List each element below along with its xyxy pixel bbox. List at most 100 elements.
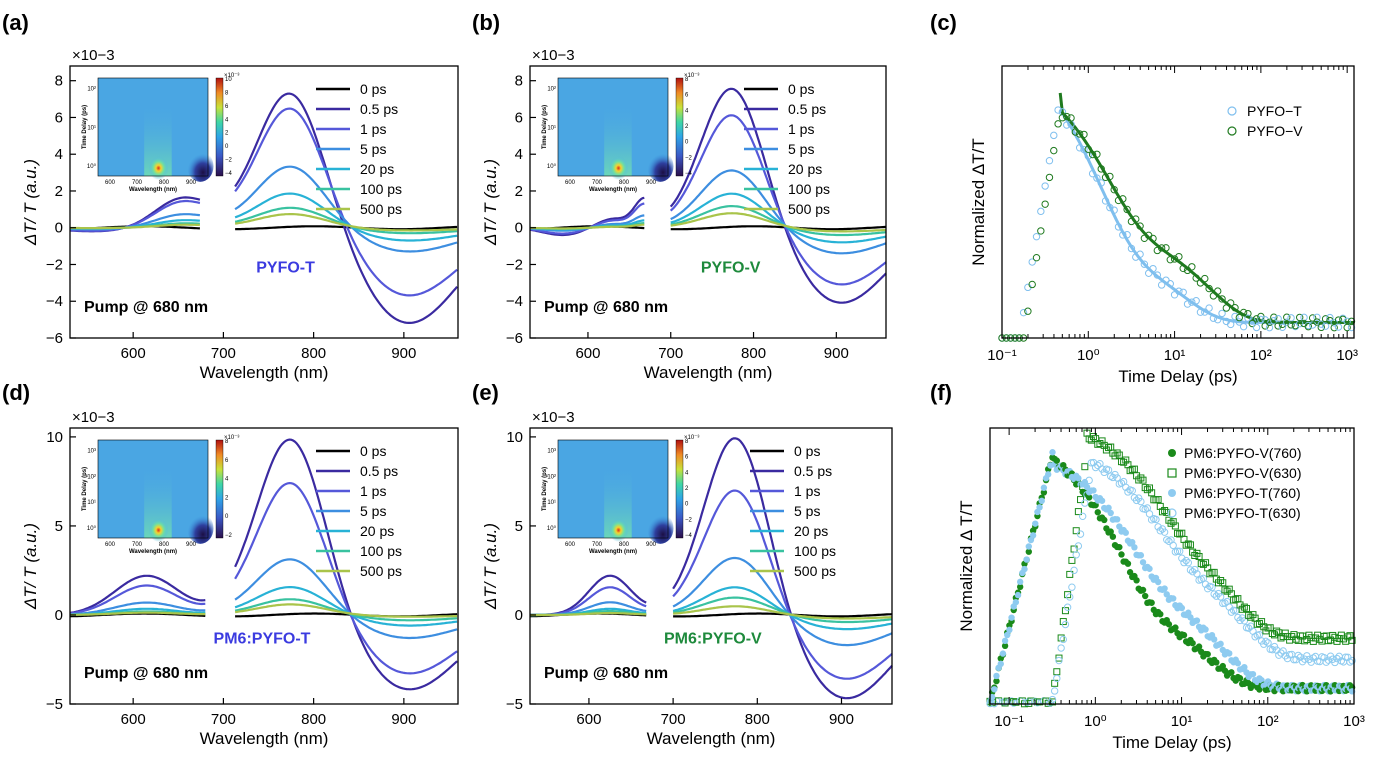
x-tick-label: 800 (301, 345, 326, 362)
data-point-pyfo-v (1188, 263, 1196, 271)
data-point (1324, 656, 1333, 664)
colorbar-tick: 4 (225, 477, 229, 483)
x-tick-label: 10¹ (1171, 713, 1193, 730)
inset-x-tick: 900 (186, 180, 197, 186)
series-line-0.5ps (69, 574, 206, 614)
inset-x-label: Wavelength (nm) (589, 549, 637, 555)
data-point-pyfo-t (1226, 320, 1235, 329)
legend-label: 5 ps (360, 503, 386, 519)
data-point-pyfo-t (1188, 298, 1196, 306)
data-point (1055, 656, 1063, 665)
y-exponent: ×10−3 (532, 47, 575, 64)
legend-label: 0.5 ps (788, 101, 826, 117)
data-point-pyfo-t (1179, 288, 1187, 296)
data-point-pyfo-v (1339, 315, 1347, 324)
data-point (1193, 617, 1201, 624)
data-point-pyfo-t (1257, 315, 1265, 324)
data-point (1348, 636, 1356, 644)
data-point (1157, 610, 1164, 618)
panel-label: (f) (930, 380, 952, 405)
data-point (1066, 593, 1074, 601)
data-point (1014, 591, 1022, 599)
data-point (1141, 484, 1149, 492)
data-point-pyfo-t (1136, 250, 1144, 258)
panel-label: (d) (2, 380, 30, 405)
colorbar-tick: 0 (225, 144, 229, 150)
series-line-500ps (530, 611, 647, 617)
x-tick-label: 900 (824, 345, 849, 362)
inset-x-label: Wavelength (nm) (129, 187, 177, 193)
data-point-pyfo-t (1157, 281, 1166, 289)
data-point (1158, 508, 1166, 516)
data-point (1072, 551, 1080, 559)
inset-x-tick: 900 (646, 542, 657, 548)
data-point (1298, 657, 1307, 666)
legend-label: 0 ps (788, 81, 814, 97)
data-point-pyfo-t (1140, 260, 1149, 268)
y-tick-label: −6 (506, 330, 523, 347)
legend-label: 500 ps (360, 563, 402, 579)
inset-heatmap: 600 700 800 900 Wavelength (nm) 10⁰ 10¹ 10² 10³ T… (542, 435, 699, 555)
data-point (1210, 590, 1218, 598)
data-point (1146, 484, 1154, 492)
data-point-pyfo-t (1183, 300, 1192, 308)
x-tick-label: 700 (658, 345, 683, 362)
data-point-pyfo-v (1050, 146, 1058, 155)
x-axis-label: Wavelength (nm) (644, 363, 773, 382)
data-point (1154, 496, 1162, 504)
data-point (1290, 655, 1298, 664)
legend-label: 500 ps (794, 563, 836, 579)
data-point (1342, 637, 1350, 645)
inset-y-tick: 10³ (547, 449, 556, 455)
legend-marker (1167, 508, 1177, 518)
data-point-pyfo-v (1093, 150, 1101, 158)
colorbar-exponent: ×10⁻³ (224, 73, 239, 79)
data-point-pyfo-t (1093, 174, 1101, 182)
data-point (993, 677, 1000, 685)
data-point (1216, 593, 1225, 601)
data-point-pyfo-v (1119, 195, 1127, 203)
data-point-pyfo-t (1300, 313, 1308, 322)
x-axis-label: Wavelength (nm) (200, 363, 329, 382)
inset-x-tick: 700 (592, 180, 603, 186)
inset-x-tick: 600 (565, 180, 576, 186)
colorbar-tick: 0 (685, 140, 689, 146)
data-point-pyfo-v (1283, 313, 1291, 321)
colorbar-tick: 2 (685, 124, 689, 130)
data-point (1101, 516, 1108, 524)
inset-x-label: Wavelength (nm) (589, 187, 637, 193)
data-point (1346, 658, 1354, 666)
data-point (1178, 554, 1186, 562)
data-point (1057, 634, 1065, 642)
colorbar-tick: −4 (685, 171, 693, 177)
inset-x-label: Wavelength (nm) (129, 549, 177, 555)
inset-y-tick: 10² (547, 87, 556, 93)
data-point (1105, 444, 1113, 452)
data-point (1204, 650, 1211, 658)
data-point (1053, 457, 1061, 464)
data-point (1238, 605, 1246, 613)
data-point (1152, 496, 1160, 504)
data-point-pyfo-t (1205, 304, 1213, 312)
data-point (1303, 652, 1311, 660)
legend-label: 100 ps (794, 543, 836, 559)
legend-label: 5 ps (794, 503, 820, 519)
panel-label: (c) (930, 10, 957, 35)
data-point (1154, 578, 1162, 586)
data-point-pyfo-v (1157, 244, 1166, 252)
data-point-pyfo-t (1045, 156, 1054, 165)
data-point-pyfo-v (1071, 128, 1080, 136)
colorbar-exponent: ×10⁻³ (684, 435, 699, 441)
data-point (1292, 655, 1300, 664)
data-point-pyfo-t (1278, 323, 1287, 331)
panel-a: 600 700 800 900 −6 −4 −2 0 2 4 6 8 ×10−3 Wavelength (… (2, 10, 459, 382)
data-point-pyfo-t (1326, 313, 1334, 322)
data-point-pyfo-v (1183, 266, 1192, 275)
data-point (1228, 669, 1235, 676)
data-point (1116, 523, 1123, 530)
data-point (1174, 529, 1182, 537)
data-point (1063, 603, 1072, 611)
colorbar-tick: 6 (225, 104, 229, 110)
series-line-1ps (669, 114, 887, 286)
colorbar-tick: 2 (685, 486, 689, 492)
